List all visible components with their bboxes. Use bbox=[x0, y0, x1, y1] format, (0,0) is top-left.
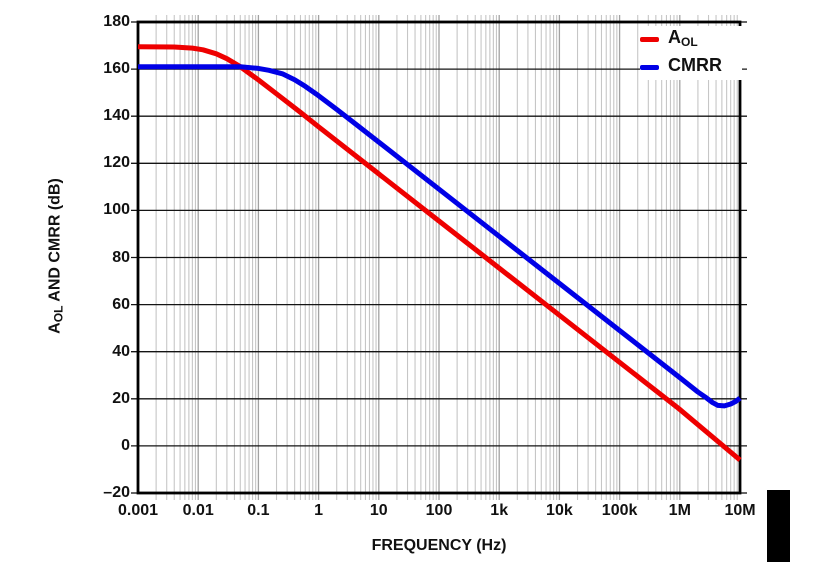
y-tick-label: 40 bbox=[112, 342, 130, 360]
y-tick-label: 160 bbox=[103, 60, 130, 78]
legend-item-aol: AOL bbox=[640, 27, 742, 51]
y-tick-label: 20 bbox=[112, 389, 130, 407]
x-tick-label: 10M bbox=[724, 502, 756, 519]
x-tick-label: 1 bbox=[314, 502, 324, 519]
aol-curve bbox=[137, 44, 742, 462]
y-tick-label: 0 bbox=[121, 436, 130, 454]
x-tick-label: 0.1 bbox=[247, 502, 270, 519]
page-edge-marker bbox=[767, 490, 790, 562]
plot-border bbox=[136, 20, 742, 495]
y-tick-label: 100 bbox=[103, 201, 130, 219]
y-tick-label: –20 bbox=[103, 484, 130, 501]
legend: AOL CMRR bbox=[640, 26, 742, 80]
x-tick-label: 10k bbox=[546, 502, 573, 519]
y-axis-title: AOL AND CMRR (dB) bbox=[46, 178, 66, 334]
aol-legend-label: AOL bbox=[668, 26, 698, 49]
x-tick-label: 100 bbox=[425, 502, 453, 519]
x-tick-label: 0.01 bbox=[182, 502, 214, 519]
y-tick-label: 180 bbox=[103, 13, 130, 30]
legend-item-cmrr: CMRR bbox=[640, 55, 742, 79]
x-tick-label: 0.001 bbox=[117, 502, 159, 519]
y-tick-label: 140 bbox=[103, 107, 130, 125]
cmrr-legend-marker bbox=[640, 64, 659, 70]
x-tick-label: 1k bbox=[490, 502, 509, 519]
y-tick-label: 60 bbox=[112, 295, 130, 313]
y-tick-label: 120 bbox=[103, 154, 130, 172]
y-tick-label: 80 bbox=[112, 248, 130, 266]
x-tick-label: 100k bbox=[601, 502, 638, 519]
x-tick-label: 1M bbox=[668, 502, 691, 519]
cmrr-legend-label: CMRR bbox=[668, 54, 722, 75]
cmrr-curve bbox=[138, 64, 742, 409]
x-axis-title: FREQUENCY (Hz) bbox=[371, 537, 507, 554]
aol-legend-marker bbox=[640, 36, 659, 42]
x-tick-label: 10 bbox=[369, 502, 388, 519]
